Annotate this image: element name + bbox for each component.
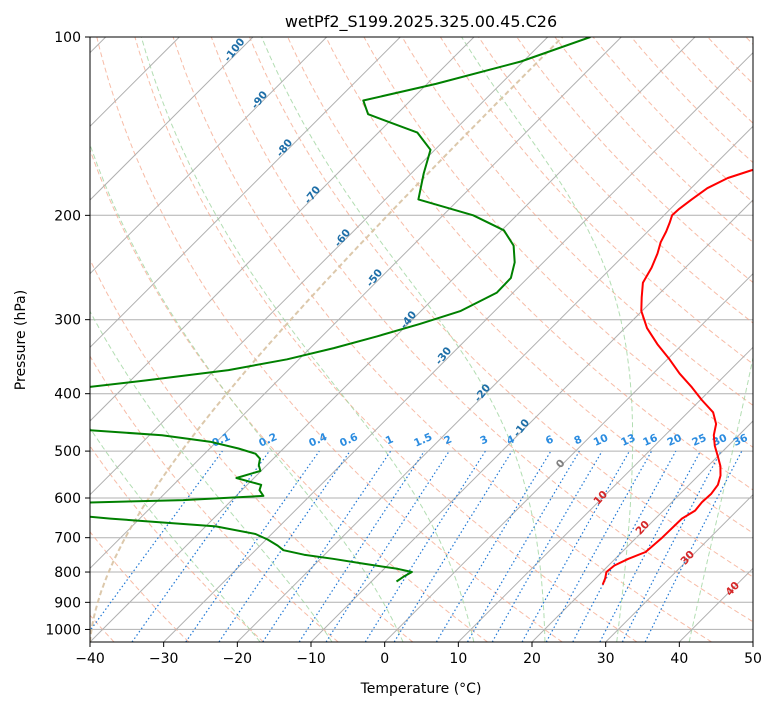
isotherm-line (90, 37, 622, 570)
plot-area: 0.1 0.2 0.4 0.6 1 1.5 2 3 4 6 8 10 13 16 20 25 30 36-100-… (90, 37, 753, 642)
dry-adiabat-line (439, 37, 753, 365)
mixing-ratio-line (545, 450, 653, 642)
isotherm-line (90, 37, 401, 349)
y-tick-label: 700 (54, 531, 81, 547)
dry-adiabat-line (90, 445, 264, 642)
dry-adiabat-line (249, 37, 753, 578)
plot-frame (89, 36, 754, 643)
dry-adiabat-line (325, 37, 753, 491)
dry-adiabat-line (134, 37, 638, 642)
chart-title: wetPf2_S199.2025.325.00.45.C26 (285, 12, 557, 32)
mixing-ratio-label: 8 (572, 433, 584, 447)
moist-adiabat-line (90, 142, 404, 642)
x-tick-label: −30 (149, 651, 179, 667)
x-tick-label: 40 (670, 651, 688, 667)
moist-adiabat-line (90, 310, 333, 642)
mixing-ratio-line (393, 450, 513, 642)
mixing-ratio-line (298, 450, 425, 642)
isotherm-line (531, 420, 753, 642)
isotherm-line (90, 37, 254, 201)
mixing-ratio-line (90, 450, 223, 632)
x-tick-label: −40 (75, 651, 105, 667)
y-tick-label: 500 (54, 444, 81, 460)
brown-guide-line (90, 37, 564, 642)
mixing-ratio-label: 13 (619, 432, 637, 449)
dry-adiabat-line (90, 355, 339, 642)
axes: −40 −30 −20 −10 0 10 20 30 40 50 100 200 300 400 500 60… (45, 30, 762, 667)
mixing-ratio-line (131, 450, 270, 642)
mixing-ratio-label: 10 (592, 432, 610, 449)
isotherm-line (457, 346, 753, 642)
x-tick-label: 20 (523, 651, 541, 667)
isotherm-line (90, 37, 328, 275)
x-tick-label: 10 (449, 651, 467, 667)
mixing-ratio-label: 3 (478, 433, 490, 447)
y-tick-label: 1000 (45, 622, 81, 638)
mixing-ratio-line (644, 450, 743, 642)
y-axis-label: Pressure (hPa) (13, 290, 29, 390)
mixing-ratio-label: 36 (731, 432, 749, 449)
moist-adiabat-line (90, 427, 261, 642)
isotherm-line (236, 125, 753, 642)
dry-adiabat-line (172, 37, 712, 642)
mixing-ratio-line (325, 450, 450, 642)
x-axis-label: Temperature (°C) (360, 681, 482, 697)
isotherm-line (605, 493, 753, 642)
x-tick-label: 0 (380, 651, 389, 667)
moist-adiabat-line (140, 37, 475, 642)
mixing-ratio-label: 2 (442, 433, 454, 447)
mixing-ratio-label: 16 (641, 432, 659, 449)
y-tick-label: 100 (54, 30, 81, 46)
mixing-ratio-line (262, 450, 392, 642)
y-tick-label: 900 (54, 595, 81, 611)
mixing-ratio-line (572, 450, 677, 642)
dry-adiabat-line (516, 37, 753, 284)
dry-adiabat-line (90, 531, 190, 642)
isotherm-line (90, 37, 475, 422)
mixing-ratio-line (521, 450, 631, 642)
mixing-ratio-label: 4 (505, 433, 517, 447)
moist-adiabat-line (261, 37, 546, 642)
dry-adiabat-line (90, 148, 488, 642)
x-tick-label: 50 (744, 651, 762, 667)
x-tick-label: −10 (296, 651, 326, 667)
isotherm-line (90, 37, 549, 496)
y-tick-label: 200 (54, 208, 81, 224)
dry-adiabat-line (210, 37, 753, 623)
isotherm-line (90, 37, 696, 642)
dewpoint-profile-line (90, 37, 591, 583)
y-tick-label: 300 (54, 313, 81, 329)
mixing-ratio-line (218, 450, 351, 642)
dry-adiabat-line (401, 37, 753, 406)
mixing-ratio-label: 6 (544, 433, 556, 447)
y-tick-label: 600 (54, 491, 81, 507)
mixing-ratio-line (185, 450, 320, 642)
x-tick-label: −20 (223, 651, 253, 667)
dry-adiabat-line (96, 37, 563, 642)
temperature-profile-line (601, 168, 753, 585)
mixing-ratio-label: 20 (665, 432, 683, 449)
mixing-ratio-label: 25 (690, 432, 708, 449)
isotherm-line (384, 272, 753, 642)
moist-adiabat-line (688, 355, 753, 642)
isotherm-line (310, 199, 753, 642)
isotherm-line (163, 51, 753, 642)
y-tick-label: 800 (54, 565, 81, 581)
x-tick-label: 30 (597, 651, 615, 667)
y-tick-label: 400 (54, 387, 81, 403)
mixing-ratio-label: 1 (384, 433, 396, 447)
